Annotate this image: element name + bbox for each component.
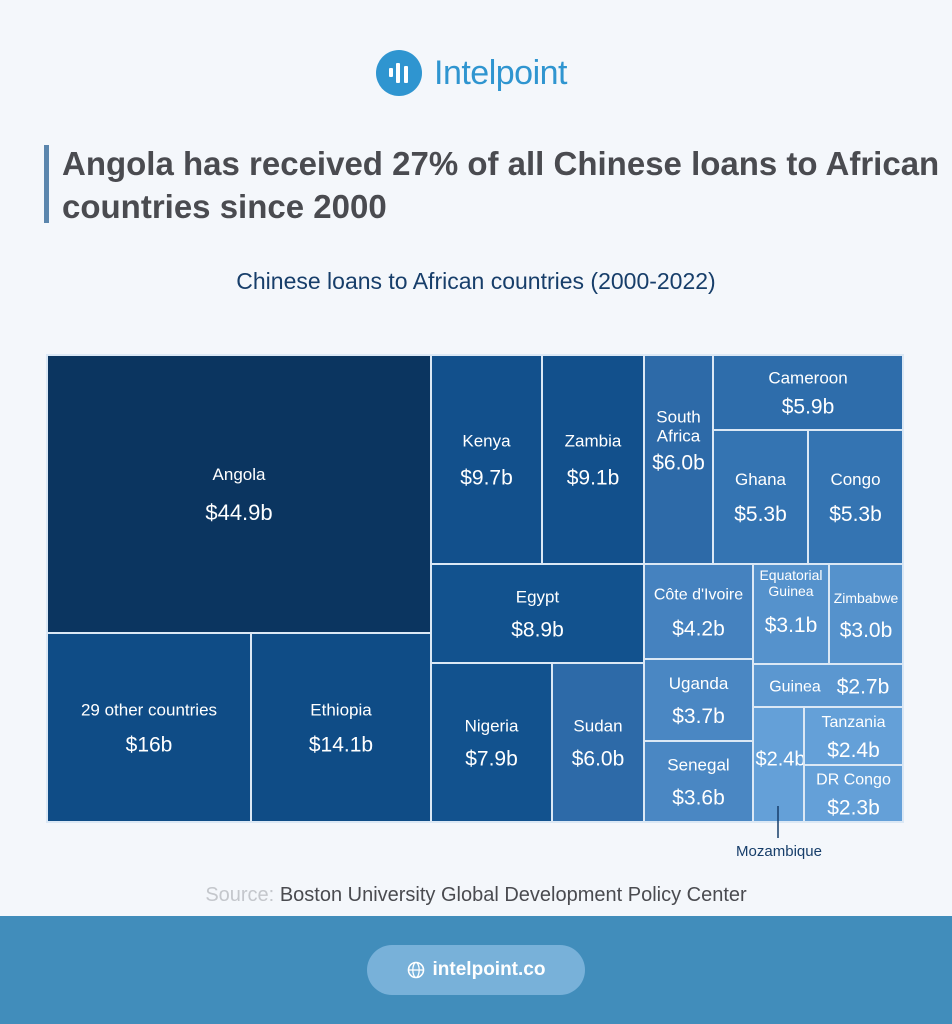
treemap-rect	[712, 354, 904, 431]
cell-name: Côte d'Ivoire	[654, 587, 743, 604]
cell-value: $2.4b	[755, 749, 805, 771]
treemap-rect	[803, 764, 904, 823]
cell-value: $5.9b	[782, 396, 835, 419]
brand-name: Intelpoint	[434, 53, 568, 92]
treemap-cell: Egypt $8.9b	[430, 563, 645, 664]
treemap-cell: DR Congo $2.3b	[803, 764, 904, 823]
treemap-cell: Tanzania $2.4b	[803, 706, 904, 766]
treemap-rect	[807, 429, 904, 565]
cell-value: $16b	[126, 734, 173, 757]
treemap-cell: Kenya $9.7b	[430, 354, 543, 565]
treemap-rect	[643, 740, 754, 823]
website-url: intelpoint.co	[432, 959, 546, 980]
treemap-rect	[551, 662, 645, 823]
cell-name: South	[656, 408, 700, 427]
cell-value: $14.1b	[309, 734, 373, 757]
treemap-cell: Uganda $3.7b	[643, 658, 754, 742]
source-line: Source: Boston University Global Develop…	[0, 884, 952, 907]
cell-name: Sudan	[573, 717, 622, 736]
cell-value: $44.9b	[205, 500, 272, 525]
treemap-cell: 29 other countries $16b	[46, 632, 252, 823]
treemap-cell: Zimbabwe $3.0b	[828, 563, 904, 665]
treemap-cell: Senegal $3.6b	[643, 740, 754, 823]
treemap-cell: Ghana $5.3b	[712, 429, 809, 565]
cell-value: $7.9b	[465, 748, 518, 771]
treemap-rect	[643, 563, 754, 660]
cell-value: $2.7b	[837, 676, 890, 699]
treemap-rect	[430, 563, 645, 664]
treemap-cell: Congo $5.3b	[807, 429, 904, 565]
cell-name: Guinea	[769, 679, 821, 696]
cell-name: Africa	[657, 427, 701, 446]
cell-value: $5.3b	[734, 503, 787, 526]
treemap-cell: Angola $44.9b	[46, 354, 432, 634]
treemap-cell: Cameroon $5.9b	[712, 354, 904, 431]
treemap-cell: Guinea $2.7b	[752, 663, 904, 708]
cell-value: $3.1b	[765, 614, 818, 637]
cell-name: Cameroon	[768, 369, 847, 388]
treemap-rect	[46, 632, 252, 823]
cell-name: Equatorial	[759, 567, 822, 583]
cell-name: Tanzania	[821, 714, 885, 731]
website-link-button[interactable]: intelpoint.co	[367, 945, 585, 995]
headline: Angola has received 27% of all Chinese l…	[62, 145, 940, 225]
cell-name: DR Congo	[816, 772, 891, 789]
chart-title: Chinese loans to African countries (2000…	[236, 268, 716, 294]
cell-name: Nigeria	[465, 717, 519, 736]
treemap-cell: $2.4b	[752, 706, 806, 823]
globe-icon	[407, 961, 424, 979]
treemap-rect	[430, 662, 553, 823]
cell-value: $9.7b	[460, 467, 513, 490]
cell-value: $2.4b	[827, 739, 880, 762]
callout-label: Mozambique	[736, 843, 822, 860]
cell-name: Egypt	[516, 588, 560, 607]
cell-value: $2.3b	[827, 797, 880, 820]
treemap-rect	[541, 354, 645, 565]
cell-value: $4.2b	[672, 618, 725, 641]
treemap-rect	[250, 632, 432, 823]
brand-logo: Intelpoint	[376, 50, 568, 96]
treemap-cell: Ethiopia $14.1b	[250, 632, 432, 823]
treemap-rect	[46, 354, 432, 634]
treemap-rect	[752, 663, 904, 708]
treemap-rect	[430, 354, 543, 565]
cell-value: $8.9b	[511, 619, 564, 642]
cell-name: Zimbabwe	[834, 590, 899, 606]
treemap-rect	[643, 658, 754, 742]
treemap-cell: Zambia $9.1b	[541, 354, 645, 565]
cell-name: Ethiopia	[310, 701, 372, 720]
treemap-rect	[803, 706, 904, 766]
treemap-cell: Nigeria $7.9b	[430, 662, 553, 823]
source-label: Source:	[205, 884, 275, 906]
cell-name: Ghana	[735, 470, 787, 489]
treemap-rect	[712, 429, 809, 565]
cell-name: 29 other countries	[81, 701, 217, 720]
treemap-cell: Sudan $6.0b	[551, 662, 645, 823]
treemap-cell: Côte d'Ivoire $4.2b	[643, 563, 754, 660]
cell-name: Angola	[213, 465, 266, 484]
cell-value: $6.0b	[652, 452, 705, 475]
cell-name: Zambia	[565, 432, 622, 451]
cell-value: $3.0b	[840, 619, 893, 642]
treemap-rect	[643, 354, 714, 565]
source-text: Boston University Global Development Pol…	[279, 884, 747, 906]
cell-value: $5.3b	[829, 503, 882, 526]
cell-value: $6.0b	[572, 748, 625, 771]
cell-value: $3.7b	[672, 705, 725, 728]
cell-name: Kenya	[462, 432, 511, 451]
cell-value: $3.6b	[672, 787, 725, 810]
cell-value: $9.1b	[567, 467, 620, 490]
title-accent-bar	[44, 145, 49, 223]
cell-name: Senegal	[667, 756, 729, 775]
treemap-rect	[828, 563, 904, 665]
cell-name: Guinea	[768, 583, 813, 599]
cell-name: Congo	[830, 470, 880, 489]
bar-chart-logo-icon	[376, 50, 422, 96]
cell-name: Uganda	[669, 674, 729, 693]
treemap-rect	[752, 563, 830, 665]
